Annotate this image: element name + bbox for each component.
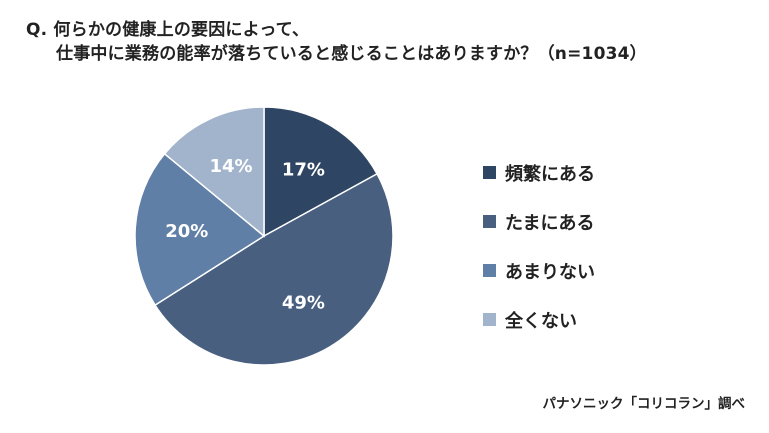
legend-label: 頻繁にある bbox=[505, 163, 595, 185]
legend-swatch bbox=[483, 215, 496, 228]
legend-swatch bbox=[483, 264, 496, 277]
chart-title: Q. 何らかの健康上の要因によって、 仕事中に業務の能率が落ちていると感じること… bbox=[26, 18, 647, 66]
title-line-1: Q. 何らかの健康上の要因によって、 bbox=[26, 20, 310, 40]
slice-label: 17% bbox=[282, 159, 325, 180]
legend-label: あまりない bbox=[505, 261, 595, 283]
legend-label: たまにある bbox=[505, 212, 595, 234]
source-note: パナソニック「コリコラン」調べ bbox=[542, 396, 746, 412]
legend-label: 全くない bbox=[505, 310, 577, 332]
legend-item-never: 全くない bbox=[483, 307, 595, 332]
legend-item-rarely: あまりない bbox=[483, 258, 595, 283]
slice-label: 14% bbox=[209, 156, 252, 177]
slice-rarely bbox=[134, 152, 266, 307]
slice-label: 20% bbox=[165, 221, 208, 242]
slice-label: 49% bbox=[282, 293, 325, 314]
slice-frequent bbox=[263, 106, 379, 238]
legend-item-frequent: 頻繁にある bbox=[483, 160, 595, 185]
title-line-2: 仕事中に業務の能率が落ちていると感じることはありますか？（n=1034） bbox=[56, 44, 647, 64]
slice-never bbox=[163, 106, 265, 238]
legend-swatch bbox=[483, 166, 496, 179]
slice-sometimes bbox=[154, 172, 394, 366]
legend-item-sometimes: たまにある bbox=[483, 209, 595, 234]
legend-swatch bbox=[483, 313, 496, 326]
legend: 頻繁にある たまにある あまりない 全くない bbox=[483, 160, 595, 356]
